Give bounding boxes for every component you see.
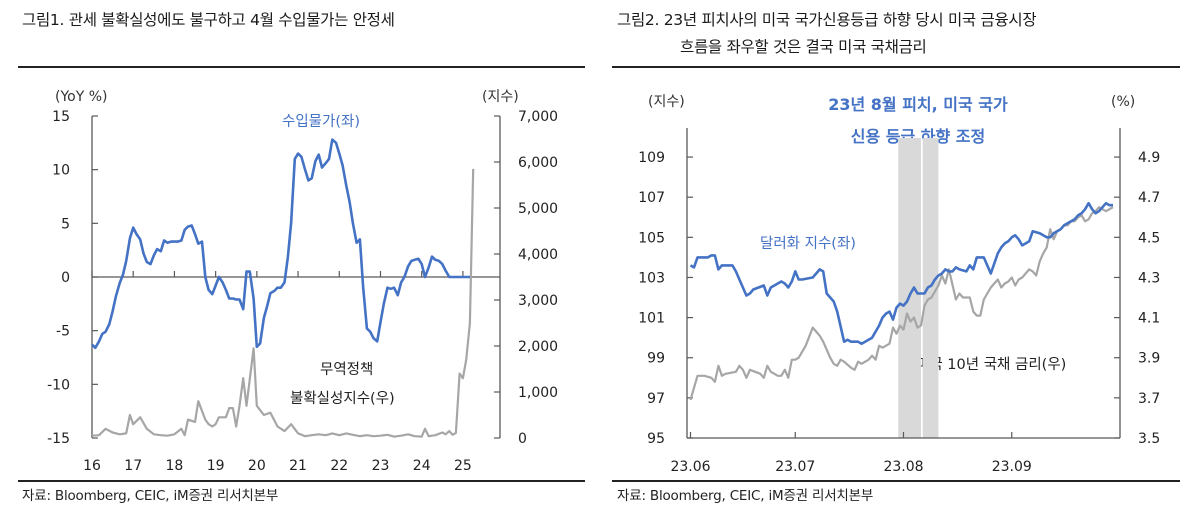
chart2-series-blue-line	[689, 201, 1113, 346]
chart2-right-tick-label: 4.7	[1138, 190, 1160, 206]
chart1-x-tick-label: 21	[289, 458, 307, 474]
chart1-right-tick-label: 1,000	[518, 385, 558, 401]
chart1-x-tick-label: 23	[372, 458, 390, 474]
chart1: (YoY %) (지수) 수입물가(좌) 무역정책 불확실성지수(우) 15 10…	[47, 89, 558, 474]
chart2-event-annotation-line2: 신용 등급 하향 조정	[851, 127, 985, 146]
chart2-x-tick-label: 23.08	[883, 459, 923, 475]
chart2-left-axis-unit: (지수)	[648, 94, 685, 110]
figure2-bottom-rule	[612, 480, 1180, 482]
chart1-x-tick-label: 25	[454, 458, 472, 474]
figure2-title-line2: 흐름을 좌우할 것은 결국 미국 국채금리	[680, 38, 927, 56]
chart1-left-tick-label: -10	[47, 377, 70, 393]
chart1-right-tick-label: 4,000	[518, 247, 558, 263]
chart1-left-tick-label: -15	[47, 431, 70, 447]
chart1-x-tick-label: 16	[83, 458, 101, 474]
figure1-title: 그림1. 관세 불확실성에도 불구하고 4월 수입물가는 안정세	[22, 11, 395, 29]
chart1-x-tick-label: 24	[413, 458, 431, 474]
chart2-x-tick-label: 23.07	[775, 459, 815, 475]
figure1-bottom-rule	[18, 480, 585, 482]
figure1-source: 자료: Bloomberg, CEIC, iM증권 리서치본부	[22, 488, 279, 504]
chart2: (지수) (%) 23년 8월 피치, 미국 국가 신용 등급 하향 조정 달러…	[638, 94, 1160, 475]
chart2-series-gray-line	[689, 206, 1114, 401]
chart1-left-axis-unit: (YoY %)	[55, 89, 108, 105]
chart2-right-tick-label: 3.9	[1138, 351, 1160, 367]
chart1-right-tick-label: 7,000	[518, 109, 558, 125]
chart2-right-tick-label: 4.3	[1138, 270, 1160, 286]
chart2-left-tick-label: 99	[647, 351, 665, 367]
chart2-event-annotation-line1: 23년 8월 피치, 미국 국가	[828, 95, 1008, 114]
figure2-source: 자료: Bloomberg, CEIC, iM증권 리서치본부	[617, 488, 874, 504]
chart2-shaded-period-0	[898, 138, 921, 438]
chart1-left-tick-label: 5	[61, 216, 70, 232]
chart1-right-tick-label: 5,000	[518, 201, 558, 217]
chart2-left-tick-label: 101	[638, 311, 665, 327]
chart2-left-tick-label: 95	[647, 431, 665, 447]
chart1-x-tick-label: 18	[166, 458, 184, 474]
chart1-left-tick-label: 15	[52, 109, 70, 125]
chart2-right-axis-unit: (%)	[1111, 94, 1135, 110]
chart1-gray-series-label-line2: 불확실성지수(우)	[290, 390, 395, 407]
chart1-x-tick-label: 19	[207, 458, 225, 474]
chart1-blue-series-label: 수입물가(좌)	[282, 113, 360, 130]
chart1-gray-series-label-line1: 무역정책	[320, 361, 373, 378]
chart2-left-tick-label: 109	[638, 150, 665, 166]
chart2-right-tick-label: 4.1	[1138, 311, 1160, 327]
chart1-series-gray-line	[91, 168, 475, 438]
figure1-title-rule	[18, 66, 585, 68]
chart1-series-blue-line	[91, 138, 470, 350]
chart2-shaded-period-1	[922, 138, 939, 438]
chart1-right-tick-label: 2,000	[518, 339, 558, 355]
chart1-right-axis-unit: (지수)	[482, 89, 519, 105]
chart2-blue-series-label: 달러화 지수(좌)	[760, 235, 856, 252]
chart1-left-tick-label: 10	[52, 163, 70, 179]
chart1-left-tick-label: -5	[56, 324, 70, 340]
figure2-title-rule	[612, 66, 1180, 68]
chart2-right-tick-label: 3.7	[1138, 391, 1160, 407]
chart2-x-tick-label: 23.06	[670, 459, 710, 475]
chart2-x-tick-label: 23.09	[992, 459, 1032, 475]
chart2-right-tick-label: 4.9	[1138, 150, 1160, 166]
chart1-left-tick-label: 0	[61, 270, 70, 286]
chart2-right-tick-label: 3.5	[1138, 431, 1160, 447]
chart1-x-tick-label: 20	[248, 458, 266, 474]
chart1-x-tick-label: 17	[124, 458, 142, 474]
chart2-left-tick-label: 97	[647, 391, 665, 407]
chart2-right-tick-label: 4.5	[1138, 230, 1160, 246]
chart1-right-tick-label: 0	[518, 431, 527, 447]
chart2-left-tick-label: 107	[638, 190, 665, 206]
figure2-title-line1: 그림2. 23년 피치사의 미국 국가신용등급 하향 당시 미국 금융시장	[617, 11, 1037, 29]
chart2-left-tick-label: 105	[638, 230, 665, 246]
chart2-left-tick-label: 103	[638, 270, 665, 286]
chart2-gray-series-label: 미국 10년 국채 금리(우)	[916, 356, 1066, 373]
chart1-right-tick-label: 3,000	[518, 293, 558, 309]
chart1-x-tick-label: 22	[330, 458, 348, 474]
chart1-right-tick-label: 6,000	[518, 155, 558, 171]
